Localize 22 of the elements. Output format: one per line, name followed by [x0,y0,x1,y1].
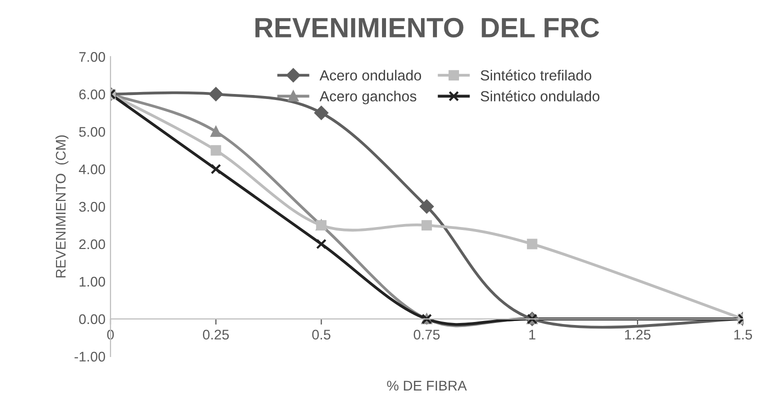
y-tick-label: 7.00 [79,52,106,62]
legend-label: Acero ganchos [320,90,416,104]
legend-label: Sintético trefilado [480,70,592,81]
y-tick-label: 1.00 [80,276,106,287]
x-axis-title: % DE FIBRA [387,380,467,391]
y-tick-label: -1.00 [74,352,106,362]
y-tick-label: 0.00 [79,314,106,324]
y-tick-label: 5.00 [79,126,106,137]
x-tick-label: 1.25 [625,330,650,340]
x-tick-label: 1 [529,330,536,340]
y-axis-title: REVENIMIENTO (CM) [55,135,68,278]
y-tick-label: 3.00 [79,202,106,212]
y-tick-label: 6.00 [79,89,106,100]
x-tick-label: 1.5 [734,330,752,340]
x-tick-label: 0.5 [312,330,330,340]
chart-title: REVENIMIENTO DEL FRC [255,18,600,38]
legend-label: Acero ondulado [320,70,422,81]
y-tick-label: 2.00 [79,239,106,250]
x-tick-label: 0.25 [202,330,229,340]
legend-label: Sintético ondulado [480,90,600,102]
x-tick-label: 0.75 [414,330,440,340]
y-tick-label: 4.00 [78,164,106,174]
